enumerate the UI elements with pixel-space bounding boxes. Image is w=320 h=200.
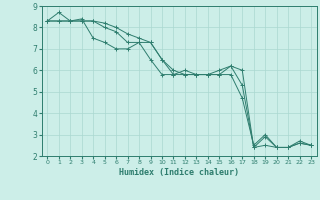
X-axis label: Humidex (Indice chaleur): Humidex (Indice chaleur) [119,168,239,177]
